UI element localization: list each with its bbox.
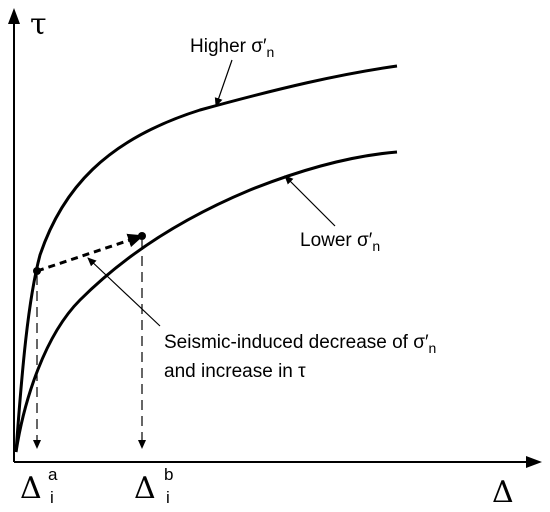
lower-curve-label: Lower σ′n bbox=[300, 230, 380, 254]
higher-curve bbox=[14, 64, 398, 453]
svg-text:a: a bbox=[48, 465, 58, 484]
higher-pointer bbox=[214, 59, 233, 107]
y-axis-label: τ bbox=[30, 7, 47, 42]
annotation-line-1: Seismic-induced decrease of σ′n bbox=[164, 332, 436, 356]
delta-a-label: Δ a i bbox=[20, 465, 58, 507]
annotation-line-2: and increase in τ bbox=[164, 361, 306, 382]
x-axis-label: Δ bbox=[492, 475, 514, 510]
svg-text:i: i bbox=[166, 488, 170, 507]
annotation-pointer bbox=[87, 257, 161, 327]
lower-curve bbox=[14, 150, 398, 453]
higher-curve-label: Higher σ′n bbox=[190, 36, 274, 60]
point-b-marker bbox=[138, 232, 146, 240]
point-a-marker bbox=[33, 267, 41, 275]
lower-pointer bbox=[284, 175, 336, 227]
y-axis-arrow-icon bbox=[8, 8, 20, 24]
transition-arrow bbox=[36, 233, 144, 273]
delta-b-label: Δ b i bbox=[134, 465, 173, 507]
svg-text:Δ: Δ bbox=[20, 471, 42, 506]
svg-text:b: b bbox=[164, 465, 173, 484]
svg-text:i: i bbox=[50, 488, 54, 507]
svg-text:Δ: Δ bbox=[134, 471, 156, 506]
x-axis-arrow-icon bbox=[526, 456, 542, 468]
